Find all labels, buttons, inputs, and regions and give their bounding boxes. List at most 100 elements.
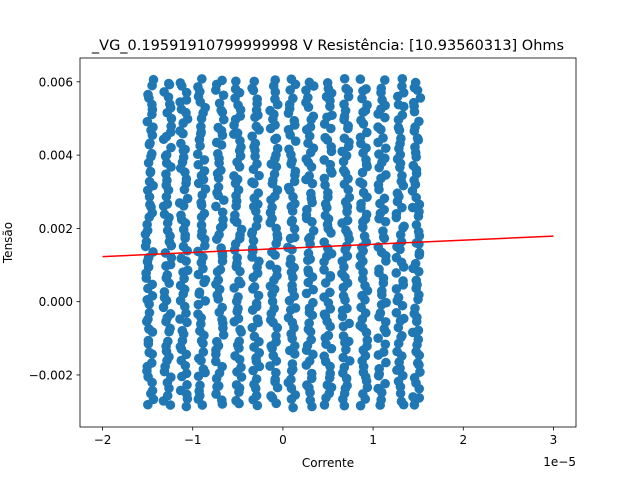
scatter-point [308,226,319,236]
scatter-point [181,368,192,379]
scatter-point [412,358,423,368]
scatter-point [236,362,246,373]
scatter-point [306,368,317,379]
scatter-point [377,286,387,296]
scatter-point [193,246,203,257]
scatter-point [231,76,241,87]
scatter-point [233,313,244,324]
scatter-point [303,248,314,259]
scatter-point [361,84,371,94]
scatter-point [378,226,388,237]
scatter-point [166,121,176,131]
scatter-point [287,280,297,291]
scatter-point [145,138,155,148]
scatter-point [165,323,175,334]
scatter-point [181,87,192,98]
scatter-point [176,138,186,149]
scatter-point [192,149,203,160]
scatter-point [215,264,226,275]
scatter-point [175,314,185,324]
scatter-point [393,99,404,110]
scatter-point [356,115,366,126]
scatter-point [162,225,173,236]
scatter-point [289,115,300,126]
scatter-point [410,142,420,152]
scatter-point [378,347,389,357]
scatter-point [341,83,351,94]
scatter-point [177,325,188,336]
scatter-point [147,291,158,301]
scatter-point [290,136,301,146]
scatter-point [305,122,316,132]
scatter-point [306,334,316,345]
scatter-point [272,143,283,154]
scatter-point [162,270,173,280]
scatter-point [337,146,347,157]
scatter-point [410,258,421,269]
scatter-point [253,188,264,198]
scatter-point [148,74,159,85]
scatter-point [214,98,225,109]
scatter-point [230,210,240,220]
scatter-point [308,297,318,308]
scatter-point [323,330,334,341]
scatter-point [182,380,192,390]
scatter-point [304,171,315,181]
scatter-point [306,188,316,199]
scatter-point [397,330,407,341]
scatter-point [304,77,315,88]
scatter-point [373,383,383,394]
x-tick-label: −2 [94,433,112,447]
scatter-point [362,100,372,110]
scatter-point [235,324,245,335]
scatter-point [412,133,423,144]
scatter-point [393,122,404,133]
scatter-point [147,148,157,159]
scatter-point [288,93,298,104]
scatter-point [161,150,172,160]
scatter-point [380,339,391,350]
scatter-point [319,351,330,362]
scatter-point [357,93,367,104]
scatter-point [141,237,152,247]
scatter-point [362,335,373,345]
scatter-point [144,307,155,318]
scatter-point [159,209,170,220]
scatter-point [163,78,174,89]
scatter-point [232,128,243,138]
scatter-point [198,347,209,357]
scatter-point [193,82,203,92]
scatter-point [251,121,262,132]
scatter-point [235,135,245,146]
scatter-point [392,346,402,357]
scatter-point [397,170,407,181]
scatter-point [269,169,280,179]
scatter-point [323,187,333,198]
scatter-point [182,265,193,276]
scatter-point [373,333,383,343]
scatter-point [396,396,407,407]
scatter-point [147,279,158,290]
scatter-point [142,219,152,230]
scatter-point [380,378,390,389]
scatter-point [161,169,171,179]
scatter-point [174,198,185,208]
scatter-point [301,85,311,96]
scatter-point [199,166,210,176]
plot-frame [79,57,577,428]
scatter-point [397,74,408,84]
scatter-point [271,223,281,234]
scatter-point [325,271,336,281]
scatter-point [217,207,228,218]
scatter-point [379,193,390,204]
scatter-point [408,392,418,402]
scatter-point [144,324,154,334]
scatter-point [320,132,331,143]
scatter-point [229,171,239,181]
scatter-point [159,287,170,297]
scatter-point [200,296,211,306]
scatter-point [393,292,404,303]
scatter-point [374,264,384,275]
scatter-point [355,177,365,187]
scatter-point [165,400,176,410]
